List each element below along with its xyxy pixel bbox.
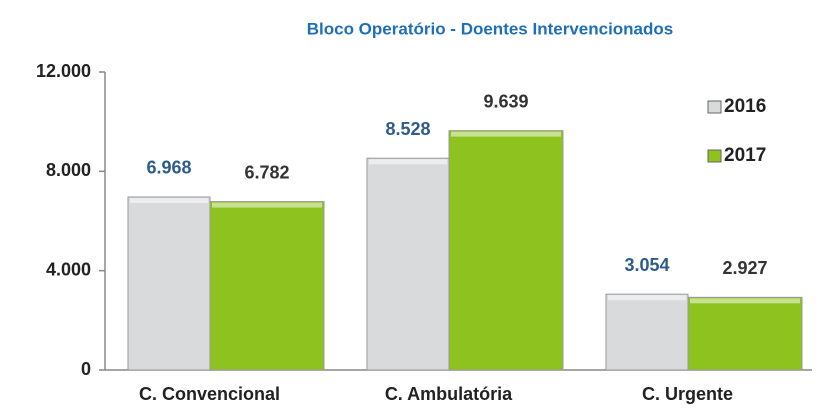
bar — [605, 293, 689, 371]
y-tick-label: 0 — [81, 359, 91, 379]
bar-highlight — [130, 197, 208, 203]
x-tick-label: C. Ambulatória — [385, 384, 513, 404]
value-label: 6.968 — [146, 158, 191, 178]
y-tick-label: 8.000 — [46, 160, 91, 180]
value-label: 9.639 — [483, 91, 528, 111]
legend-label: 2017 — [724, 145, 766, 166]
legend-swatch — [707, 100, 722, 114]
bar — [209, 201, 325, 371]
bar — [366, 157, 450, 371]
value-label: 8.528 — [385, 119, 430, 139]
x-tick-label: C. Urgente — [642, 384, 733, 404]
y-tick-label: 4.000 — [46, 259, 91, 279]
bar-highlight — [451, 131, 561, 137]
chart-title: Bloco Operatório - Doentes Intervenciona… — [307, 19, 674, 38]
bar — [448, 130, 564, 371]
legend-swatch — [707, 149, 722, 163]
value-label: 3.054 — [624, 255, 669, 275]
bar-highlight — [212, 202, 322, 208]
legend-label: 2016 — [724, 96, 766, 117]
bar-highlight — [608, 295, 686, 301]
bar-highlight — [369, 159, 447, 165]
x-tick-label: C. Convencional — [139, 384, 280, 404]
bar-highlight — [690, 298, 800, 304]
value-label: 6.782 — [244, 162, 289, 182]
value-label: 2.927 — [722, 258, 767, 278]
bar — [687, 296, 803, 371]
bar — [127, 196, 211, 371]
y-tick-label: 12.000 — [36, 61, 91, 81]
